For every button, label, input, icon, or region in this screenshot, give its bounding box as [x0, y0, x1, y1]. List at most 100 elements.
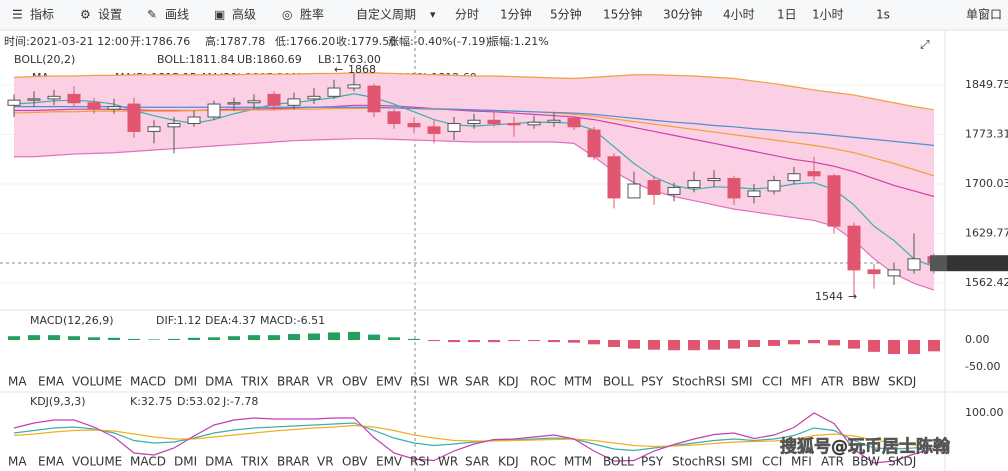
macd-bar — [588, 339, 600, 345]
indicator-tab[interactable]: SKDJ — [888, 455, 916, 469]
legend-text: UB:1860.69 — [237, 53, 302, 66]
indicator-tab[interactable]: CCI — [762, 455, 782, 469]
indicator-tab[interactable]: WR — [438, 455, 458, 469]
candle-body — [847, 225, 861, 271]
candle-body — [507, 123, 521, 126]
indicator-tab[interactable]: DMI — [174, 455, 197, 469]
indicator-tab[interactable]: PSY — [641, 375, 664, 389]
indicator-tab[interactable]: BOLL — [603, 455, 634, 469]
indicator-tab[interactable]: MTM — [564, 375, 592, 389]
macd-bar — [308, 333, 320, 340]
indicator-tab[interactable]: ATR — [821, 455, 844, 469]
indicator-tab[interactable]: KDJ — [498, 375, 519, 389]
indicator-tab[interactable]: ROC — [530, 375, 556, 389]
icon-expand[interactable]: ⤢ — [919, 38, 930, 52]
tool-button[interactable]: 指标 — [30, 7, 54, 22]
legend-text: DIF:1.12 — [156, 314, 201, 327]
macd-bar — [748, 339, 760, 348]
indicator-tab[interactable]: SAR — [465, 455, 489, 469]
indicator-tab[interactable]: TRIX — [240, 455, 268, 469]
indicator-tab[interactable]: EMV — [376, 455, 403, 469]
indicator-tab[interactable]: MFI — [791, 375, 812, 389]
kdj-line — [13, 412, 935, 464]
period-button[interactable]: 1日 — [777, 8, 797, 22]
candle-body — [567, 117, 581, 128]
period-button[interactable]: 5分钟 — [550, 7, 582, 22]
macd-bar — [108, 337, 120, 340]
indicator-tab[interactable]: VR — [317, 375, 334, 389]
indicator-tab[interactable]: EMV — [376, 375, 403, 389]
indicator-tab[interactable]: MA — [8, 455, 27, 469]
toolbar-button[interactable]: 1s — [876, 8, 890, 22]
indicator-tab[interactable]: SMI — [731, 455, 753, 469]
indicator-tab[interactable]: OBV — [342, 455, 368, 469]
indicator-tab[interactable]: BBW — [852, 375, 880, 389]
period-button[interactable]: 15分钟 — [603, 7, 642, 22]
macd-bar — [408, 338, 420, 340]
period-button[interactable]: 分时 — [455, 8, 479, 22]
indicator-tab[interactable]: ATR — [821, 375, 844, 389]
macd-bar — [328, 332, 340, 340]
candle-body — [467, 119, 481, 125]
crosshair-button[interactable] — [930, 255, 947, 272]
indicator-tab[interactable]: MACD — [130, 375, 166, 389]
indicator-tab[interactable]: BOLL — [603, 375, 634, 389]
indicator-tab[interactable]: DMA — [205, 455, 234, 469]
indicator-tab[interactable]: KDJ — [498, 455, 519, 469]
ohlc-info: 时间:2021-03-21 12:00 — [4, 35, 129, 48]
tool-button[interactable]: 胜率 — [300, 7, 324, 22]
indicator-tab[interactable]: MA — [8, 375, 27, 389]
indicator-tab[interactable]: ROC — [530, 455, 556, 469]
indicator-tab[interactable]: MFI — [791, 455, 812, 469]
indicator-tab[interactable]: SKDJ — [888, 375, 916, 389]
indicator-tab[interactable]: StochRSI — [672, 375, 725, 389]
indicator-tab[interactable]: VOLUME — [72, 375, 122, 389]
indicator-tab[interactable]: BBW — [852, 455, 880, 469]
indicator-tab[interactable]: TRIX — [240, 375, 268, 389]
period-button[interactable]: 1小时 — [812, 8, 844, 22]
period-button[interactable]: 30分钟 — [663, 7, 702, 22]
candle-body — [387, 111, 401, 125]
indicator-tab[interactable]: PSY — [641, 455, 664, 469]
period-button[interactable]: 4小时 — [723, 8, 755, 22]
indicator-line — [14, 104, 935, 198]
period-button[interactable]: 1分钟 — [500, 7, 532, 22]
macd-bar — [288, 334, 300, 340]
macd-bar — [388, 337, 400, 340]
legend-text: BOLL:1811.84 — [157, 53, 234, 66]
indicator-tab[interactable]: RSI — [410, 375, 430, 389]
candle-body — [667, 186, 681, 195]
indicator-tab[interactable]: EMA — [38, 375, 65, 389]
tool-button[interactable]: 画线 — [165, 8, 189, 22]
macd-bar — [708, 339, 720, 350]
macd-bar — [228, 336, 240, 340]
macd-bar — [248, 335, 260, 340]
candle-body — [427, 126, 441, 134]
macd-bar — [348, 331, 360, 340]
indicator-tab[interactable]: RSI — [410, 455, 430, 469]
indicator-tab[interactable]: EMA — [38, 455, 65, 469]
macd-bar — [128, 338, 140, 340]
indicator-tab[interactable]: MTM — [564, 455, 592, 469]
indicator-tab[interactable]: VR — [317, 455, 334, 469]
indicator-tab[interactable]: SMI — [731, 375, 753, 389]
indicator-tab[interactable]: OBV — [342, 375, 368, 389]
indicator-tab[interactable]: MACD — [130, 455, 166, 469]
tool-button[interactable]: 高级 — [232, 7, 256, 22]
indicator-tab[interactable]: SAR — [465, 375, 489, 389]
candle-body — [367, 85, 381, 113]
indicator-tab[interactable]: BRAR — [277, 375, 310, 389]
indicator-tab[interactable]: CCI — [762, 375, 782, 389]
candle-body — [607, 156, 621, 199]
indicator-tab[interactable]: StochRSI — [672, 455, 725, 469]
ohlc-info: 涨幅:-0.40%(-7.19) — [388, 35, 490, 48]
candle-body — [527, 121, 541, 126]
indicator-tab[interactable]: BRAR — [277, 455, 310, 469]
toolbar-button[interactable]: 单窗口 — [966, 8, 1002, 22]
indicator-tab[interactable]: VOLUME — [72, 455, 122, 469]
indicator-tab[interactable]: DMA — [205, 375, 234, 389]
tool-button[interactable]: 设置 — [98, 8, 122, 22]
indicator-tab[interactable]: WR — [438, 375, 458, 389]
indicator-tab[interactable]: DMI — [174, 375, 197, 389]
tool-button[interactable]: 自定义周期 — [356, 7, 416, 22]
